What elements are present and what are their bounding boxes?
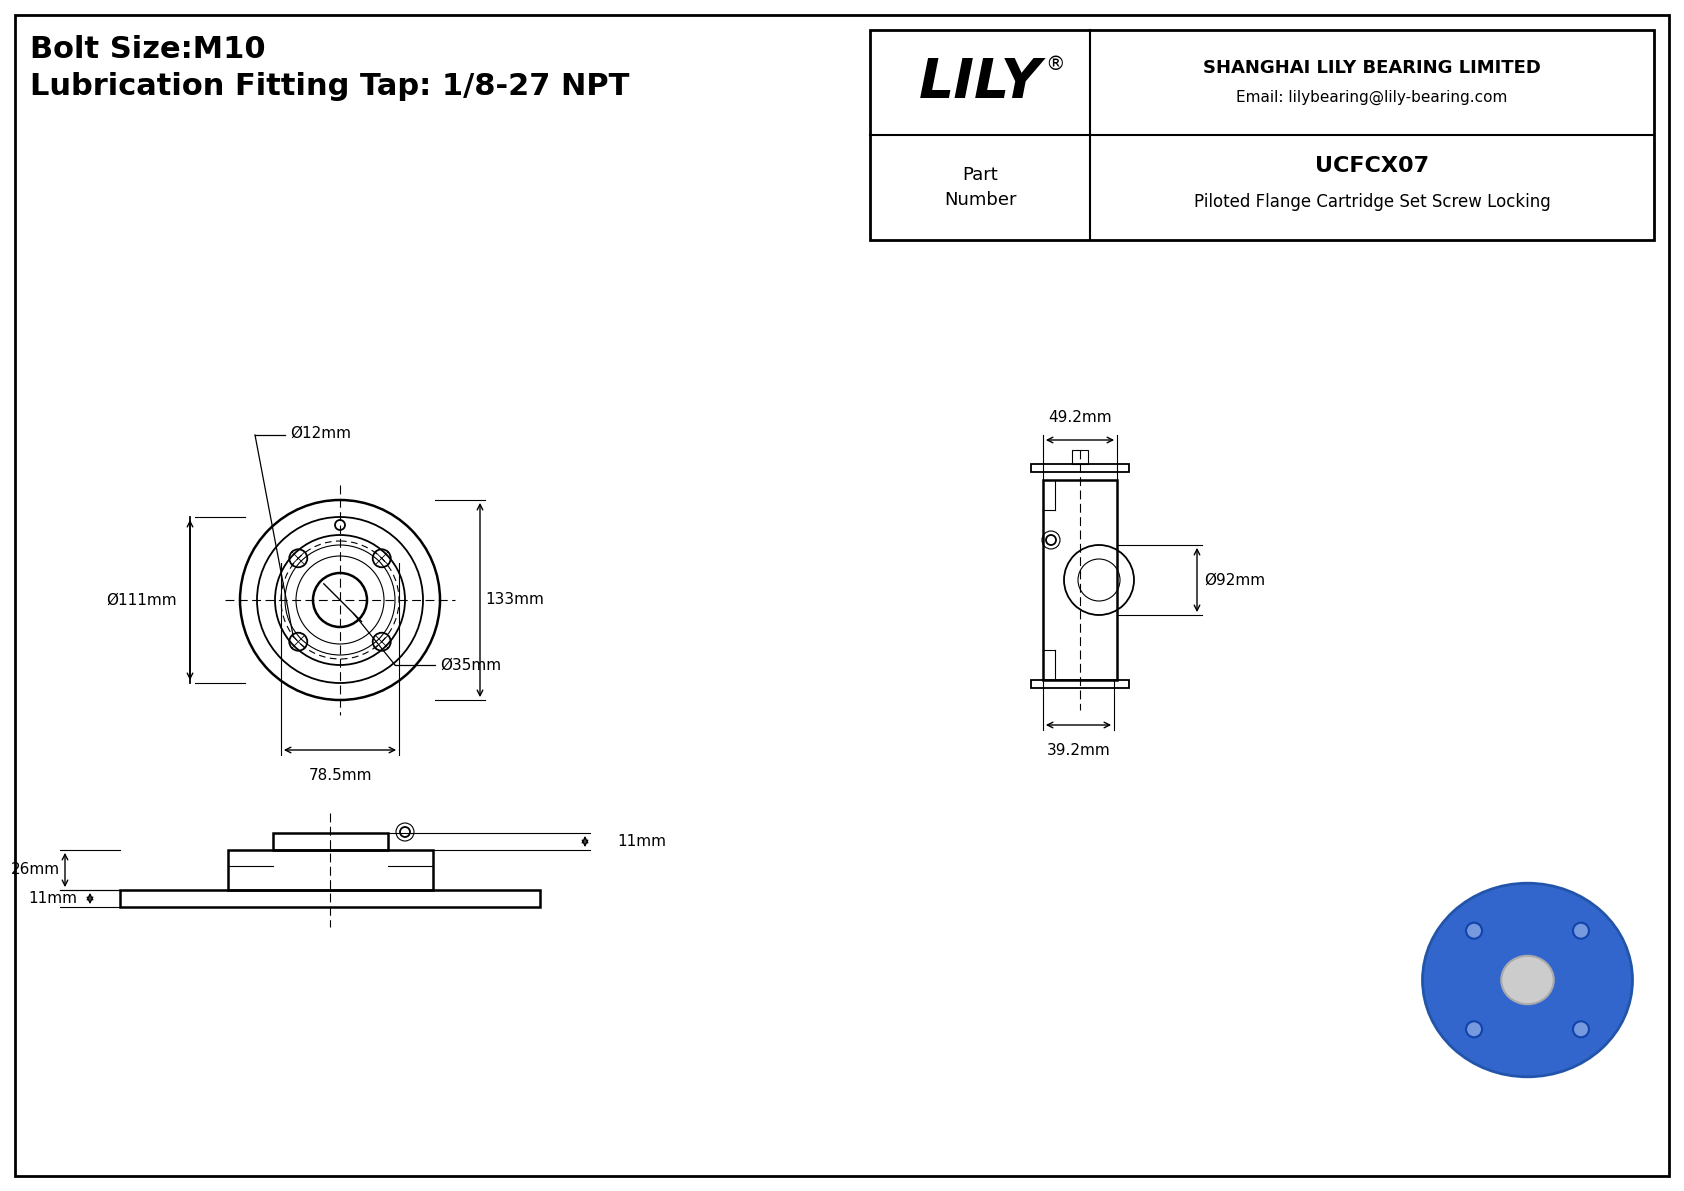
Ellipse shape — [1423, 884, 1632, 1077]
Bar — [227, 850, 433, 890]
Text: Ø35mm: Ø35mm — [440, 657, 502, 673]
Bar — [1031, 680, 1128, 688]
Text: ®: ® — [1046, 55, 1064, 74]
Bar — [1031, 464, 1128, 472]
Text: Piloted Flange Cartridge Set Screw Locking: Piloted Flange Cartridge Set Screw Locki… — [1194, 193, 1551, 211]
Bar — [273, 833, 387, 850]
Circle shape — [1573, 923, 1590, 939]
Text: Ø111mm: Ø111mm — [106, 592, 177, 607]
Ellipse shape — [1500, 956, 1554, 1004]
Text: 26mm: 26mm — [10, 862, 59, 878]
Text: 49.2mm: 49.2mm — [1047, 410, 1111, 425]
Text: 11mm: 11mm — [616, 834, 665, 849]
Bar — [1042, 480, 1116, 680]
Text: Part
Number: Part Number — [943, 166, 1015, 208]
Text: 133mm: 133mm — [485, 592, 544, 607]
Circle shape — [1573, 1022, 1590, 1037]
Text: Ø12mm: Ø12mm — [290, 425, 350, 441]
Bar — [1073, 450, 1088, 464]
Text: 39.2mm: 39.2mm — [1047, 743, 1110, 757]
Text: 11mm: 11mm — [29, 891, 77, 906]
Text: SHANGHAI LILY BEARING LIMITED: SHANGHAI LILY BEARING LIMITED — [1202, 58, 1541, 76]
Text: Ø92mm: Ø92mm — [1204, 573, 1266, 587]
Text: 78.5mm: 78.5mm — [308, 768, 372, 782]
Circle shape — [1467, 923, 1482, 939]
Bar — [871, 30, 1654, 241]
Text: Bolt Size:M10: Bolt Size:M10 — [30, 35, 266, 64]
Text: LILY: LILY — [918, 56, 1041, 110]
Text: Lubrication Fitting Tap: 1/8-27 NPT: Lubrication Fitting Tap: 1/8-27 NPT — [30, 71, 630, 101]
Bar — [120, 890, 541, 908]
Circle shape — [1467, 1022, 1482, 1037]
Text: Email: lilybearing@lily-bearing.com: Email: lilybearing@lily-bearing.com — [1236, 89, 1507, 105]
Text: UCFCX07: UCFCX07 — [1315, 156, 1430, 176]
